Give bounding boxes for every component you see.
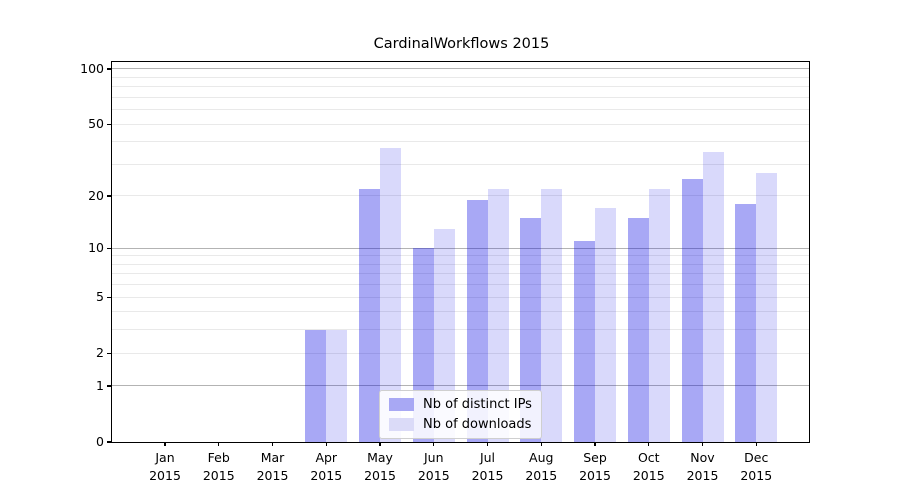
x-tick-7 <box>540 442 542 446</box>
bar-downloads-3 <box>326 329 348 442</box>
y-tick-2 <box>107 352 112 354</box>
bar-downloads-8 <box>595 208 616 442</box>
gridline-minor-8 <box>112 263 809 265</box>
y-tick-5 <box>107 296 112 298</box>
y-tick-label-1: 1 <box>96 377 104 393</box>
x-tick-label-9: Oct 2015 <box>632 450 665 483</box>
legend-label-downloads: Nb of downloads <box>423 417 532 432</box>
gridline-minor-5 <box>112 296 809 298</box>
gridline-minor-7 <box>112 273 809 275</box>
x-tick-2 <box>271 442 274 446</box>
gridline-minor-30 <box>112 163 809 165</box>
gridline-minor-9 <box>112 255 809 257</box>
y-tick-100 <box>107 68 112 70</box>
y-tick-0 <box>107 441 112 443</box>
y-tick-label-0: 0 <box>96 434 104 449</box>
bar-distinct-ips-7 <box>520 217 542 442</box>
y-tick-label-20: 20 <box>88 187 104 203</box>
legend-swatch-distinct-ips <box>389 398 414 411</box>
bar-downloads-11 <box>756 172 778 442</box>
gridline-minor-6 <box>112 284 809 286</box>
bar-downloads-5 <box>433 228 455 442</box>
x-tick-label-3: Apr 2015 <box>310 450 343 483</box>
x-tick-label-4: May 2015 <box>364 450 396 483</box>
y-tick-1 <box>107 385 112 387</box>
x-tick-label-10: Nov 2015 <box>686 450 719 483</box>
y-tick-label-50: 50 <box>88 116 104 132</box>
x-tick-label-1: Feb 2015 <box>202 450 235 483</box>
gridline-major-100 <box>112 68 809 70</box>
y-tick-10 <box>107 247 112 249</box>
x-tick-11 <box>755 442 757 446</box>
bar-distinct-ips-9 <box>627 217 649 442</box>
bar-distinct-ips-6 <box>466 199 488 442</box>
x-tick-3 <box>325 442 327 446</box>
chart-title: CardinalWorkflows 2015 <box>373 36 550 52</box>
legend-item-downloads: Nb of downloads <box>389 417 532 432</box>
gridline-minor-90 <box>112 76 809 78</box>
x-tick-6 <box>486 442 489 446</box>
legend-label-distinct-ips: Nb of distinct IPs <box>423 397 532 412</box>
x-tick-1 <box>218 442 220 446</box>
x-tick-label-5: Jun 2015 <box>417 450 450 483</box>
x-tick-8 <box>594 442 596 446</box>
gridline-minor-3 <box>112 329 809 331</box>
bar-downloads-7 <box>541 188 563 442</box>
bar-downloads-9 <box>648 188 670 442</box>
x-tick-label-6: Jul 2015 <box>471 450 504 483</box>
x-tick-5 <box>433 442 435 446</box>
gridline-minor-80 <box>112 86 809 88</box>
gridline-minor-60 <box>112 109 809 111</box>
x-tick-9 <box>648 442 650 446</box>
gridline-minor-4 <box>112 311 809 313</box>
x-tick-4 <box>379 442 381 446</box>
gridline-major-1 <box>112 385 809 387</box>
gridline-minor-20 <box>112 195 809 197</box>
legend: Nb of distinct IPs Nb of downloads <box>379 390 542 439</box>
bar-distinct-ips-10 <box>681 178 703 442</box>
plot-area: Nb of distinct IPs Nb of downloads 0 1 2 5 1… <box>80 61 810 483</box>
legend-item-distinct-ips: Nb of distinct IPs <box>389 397 532 412</box>
gridline-major-10 <box>112 247 809 249</box>
x-tick-label-11: Dec 2015 <box>740 450 773 483</box>
gridline-minor-40 <box>112 141 809 143</box>
x-tick-10 <box>701 442 704 446</box>
gridline-minor-70 <box>112 96 809 98</box>
bar-distinct-ips-11 <box>735 204 757 442</box>
gridline-minor-2 <box>112 352 809 354</box>
bar-downloads-10 <box>702 152 724 442</box>
bar-downloads-4 <box>380 148 401 442</box>
x-tick-label-7: Aug 2015 <box>525 450 558 483</box>
bar-distinct-ips-4 <box>359 188 380 442</box>
legend-swatch-downloads <box>389 418 414 431</box>
y-tick-label-100: 100 <box>80 61 104 76</box>
y-tick-label-2: 2 <box>96 345 104 361</box>
bar-distinct-ips-8 <box>574 241 595 442</box>
y-tick-label-10: 10 <box>88 240 104 256</box>
x-tick-0 <box>164 442 166 446</box>
y-tick-label-5: 5 <box>96 289 104 305</box>
x-tick-label-8: Sep 2015 <box>579 450 611 483</box>
bar-distinct-ips-3 <box>305 329 327 442</box>
y-tick-50 <box>107 123 112 125</box>
x-tick-label-2: Mar 2015 <box>256 450 289 483</box>
gridline-minor-50 <box>112 123 809 125</box>
x-tick-label-0: Jan 2015 <box>149 450 181 483</box>
bar-downloads-6 <box>487 188 509 442</box>
y-tick-20 <box>107 195 112 197</box>
